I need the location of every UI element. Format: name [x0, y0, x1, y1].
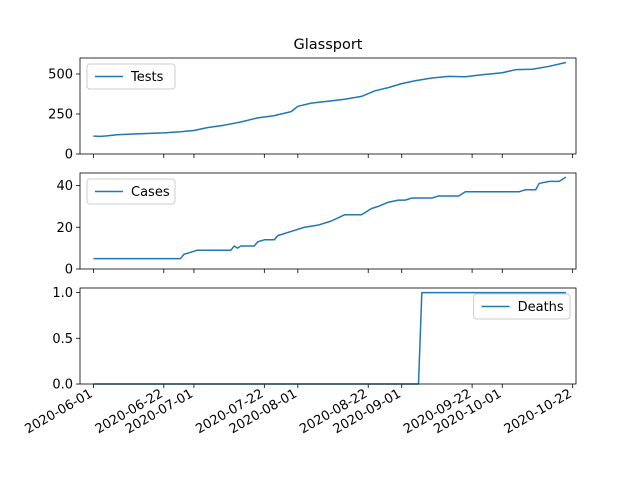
- legend-deaths: Deaths: [473, 293, 571, 320]
- panel-tests: 0 250 500 Tests: [48, 57, 577, 163]
- axes-frame: [79, 172, 577, 270]
- y-tick-label: 20: [56, 221, 73, 236]
- x-tick-label: 2020-10-22: [502, 386, 575, 437]
- legend-label: Deaths: [518, 300, 564, 315]
- legend-box: [86, 63, 176, 90]
- chart-title: Glassport: [294, 37, 363, 53]
- y-tick-label: 0: [65, 263, 73, 278]
- series-line-tests: [93, 61, 567, 138]
- legend-box: [473, 293, 571, 320]
- x-tick-label: 2020-06-01: [22, 386, 95, 437]
- axes-frame: [79, 57, 577, 155]
- y-tick-label: 500: [48, 68, 73, 83]
- series-line-cases: [93, 176, 567, 260]
- legend-cases: Cases: [86, 178, 176, 205]
- x-tick-labels: 2020-06-012020-06-222020-07-012020-07-22…: [22, 386, 574, 437]
- legend-label: Tests: [130, 70, 164, 85]
- axes-frame: [79, 287, 577, 385]
- y-tick-label: 250: [48, 108, 73, 123]
- panel-deaths: 0.0 0.5 1.0 Deaths: [52, 286, 577, 393]
- y-tick-label: 1.0: [52, 286, 73, 301]
- panel-cases: 0 20 40 Cases: [56, 172, 577, 278]
- y-tick-label: 40: [56, 179, 73, 194]
- legend-label: Cases: [131, 185, 170, 200]
- legend-tests: Tests: [86, 63, 176, 90]
- y-tick-label: 0: [65, 148, 73, 163]
- legend-box: [86, 178, 176, 205]
- y-tick-label: 0.0: [52, 378, 73, 393]
- y-tick-label: 0.5: [52, 332, 73, 347]
- chart-panels: 0 250 500 Tests 0 20 40 Cases 0.0 0.5 1.0 Deaths: [48, 57, 577, 393]
